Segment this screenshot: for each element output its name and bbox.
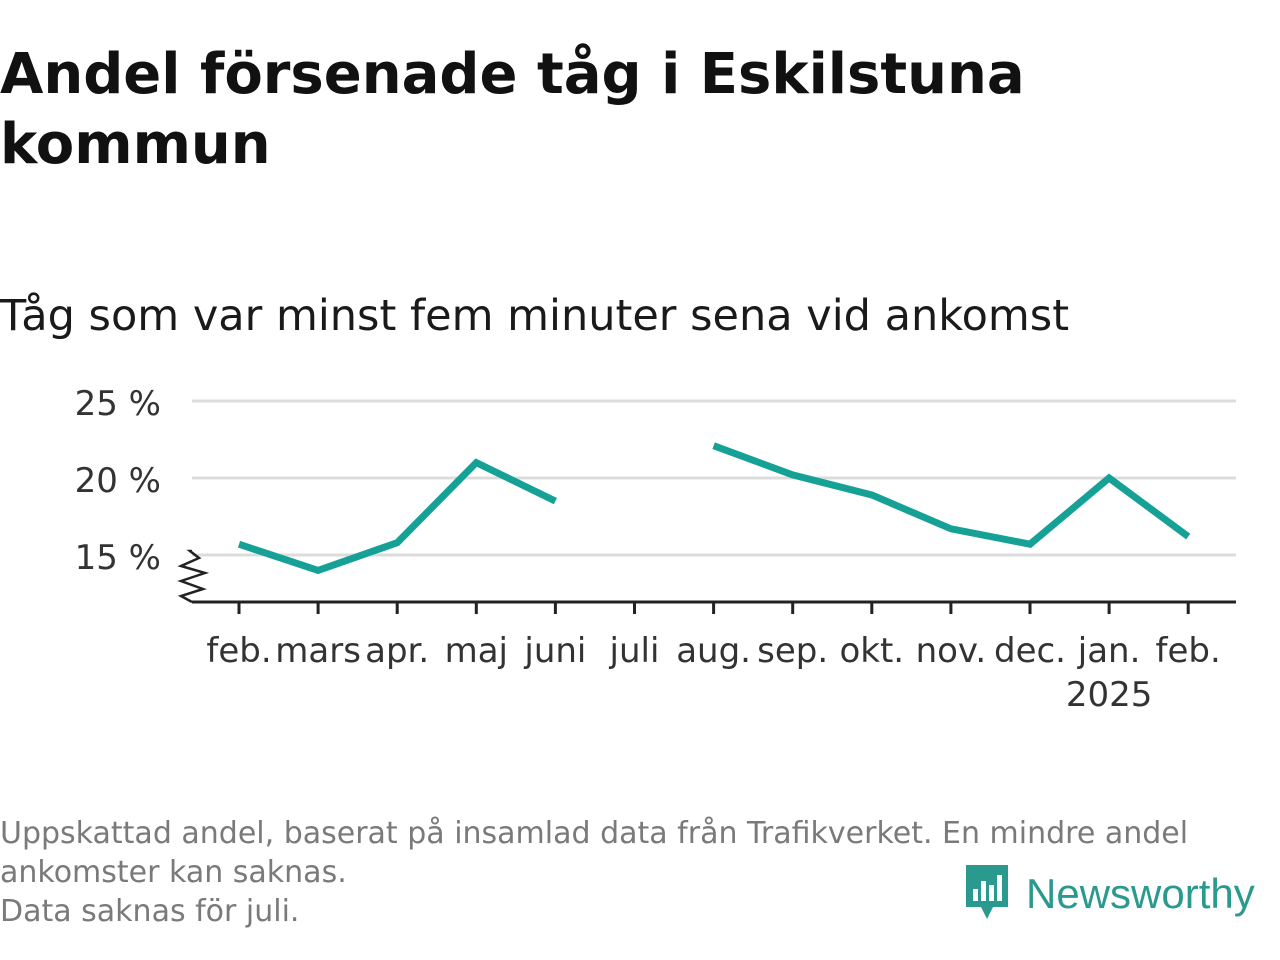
chart-speech-bubble-icon	[962, 861, 1012, 927]
x-tick-label: feb.	[206, 631, 271, 671]
x-tick-label: sep.	[757, 631, 828, 671]
x-tick-label: feb.	[1156, 631, 1221, 671]
brand-name: Newsworthy	[1026, 870, 1255, 917]
x-tick-label: apr.	[365, 631, 429, 671]
x-year-label: 2025	[1066, 675, 1153, 715]
y-axis-ticks: 15 % 20 % 25 %	[75, 384, 210, 604]
x-tick-label: mars	[275, 631, 361, 671]
footnote-line-1: Uppskattad andel, baserat på insamlad da…	[0, 816, 1189, 890]
x-tick-label: okt.	[839, 631, 904, 671]
y-tick-label: 25 %	[75, 384, 161, 424]
series-line	[237, 458, 557, 575]
x-tick-label: jan.	[1077, 631, 1141, 671]
brand-logo: Newsworthy	[962, 862, 1255, 926]
x-tick-label: dec.	[994, 631, 1066, 671]
x-tick-label: nov.	[916, 631, 987, 671]
footnote-line-2: Data saknas för juli.	[0, 894, 300, 929]
footnote: Uppskattad andel, baserat på insamlad da…	[0, 814, 1270, 931]
x-tick-label: juli	[609, 631, 660, 671]
y-axis-break	[177, 549, 210, 604]
series-line	[712, 442, 1191, 548]
x-axis-ticks: feb. mars apr. maj juni juli aug. sep. okt. nov. d…	[206, 602, 1221, 715]
series-lines	[237, 442, 1191, 575]
gridlines	[192, 399, 1236, 557]
x-tick-label: maj	[445, 631, 508, 671]
y-tick-label: 15 %	[75, 538, 161, 578]
x-tick-label: juni	[523, 631, 586, 671]
chart-title: Andel försenade tåg i Eskilstuna kommun	[0, 42, 1025, 177]
chart-subtitle: Tåg som var minst fem minuter sena vid a…	[0, 291, 1070, 341]
x-tick-label: aug.	[676, 631, 751, 671]
y-tick-label: 20 %	[75, 461, 161, 501]
